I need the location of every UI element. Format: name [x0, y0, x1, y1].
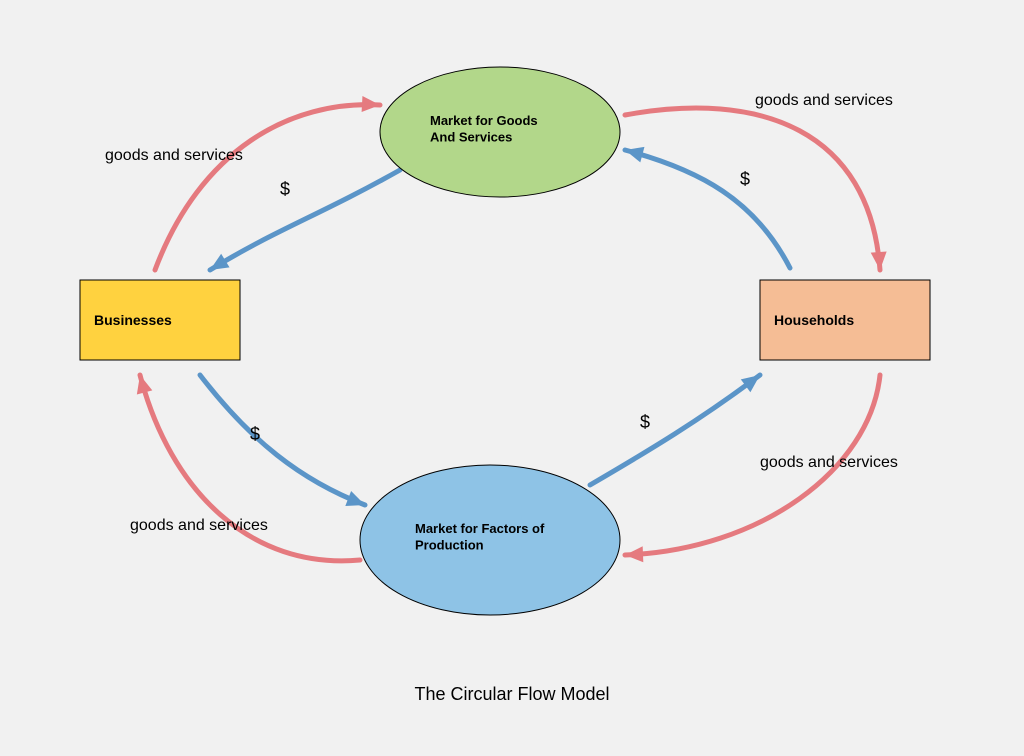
edge-label-4: $: [250, 424, 260, 444]
node-households: Households: [760, 280, 930, 360]
circular-flow-diagram: Businesses Households Market for GoodsAnd …: [0, 0, 1024, 756]
node-label-businesses: Businesses: [94, 312, 172, 328]
flow-arrow-biz_to_mf_money: [200, 375, 365, 506]
node-label-market_factors-line0: Market for Factors of: [415, 521, 545, 536]
node-label-market_goods-line1: And Services: [430, 129, 512, 144]
node-market_goods: Market for GoodsAnd Services: [380, 67, 620, 197]
node-businesses: Businesses: [80, 280, 240, 360]
edge-label-7: goods and services: [760, 454, 898, 471]
diagram-caption: The Circular Flow Model: [414, 684, 609, 704]
flow-arrow-mf_to_hh_money: [590, 375, 760, 485]
flow-arrow-mg_to_biz_money: [210, 170, 400, 270]
node-label-households: Households: [774, 312, 854, 328]
edge-label-3: $: [740, 169, 750, 189]
node-label-market_goods-line0: Market for Goods: [430, 113, 538, 128]
flow-arrow-hh_to_mg_money: [625, 147, 790, 268]
edge-label-2: goods and services: [755, 92, 893, 109]
edge-label-1: $: [280, 179, 290, 199]
edge-label-0: goods and services: [105, 147, 243, 164]
node-label-market_factors-line1: Production: [415, 537, 484, 552]
flow-arrow-mg_to_hh_goods: [625, 108, 887, 270]
flow-arrow-biz_to_mg_goods: [155, 96, 380, 270]
node-market_factors: Market for Factors ofProduction: [360, 465, 620, 615]
edge-label-6: $: [640, 412, 650, 432]
edge-label-5: goods and services: [130, 517, 268, 534]
